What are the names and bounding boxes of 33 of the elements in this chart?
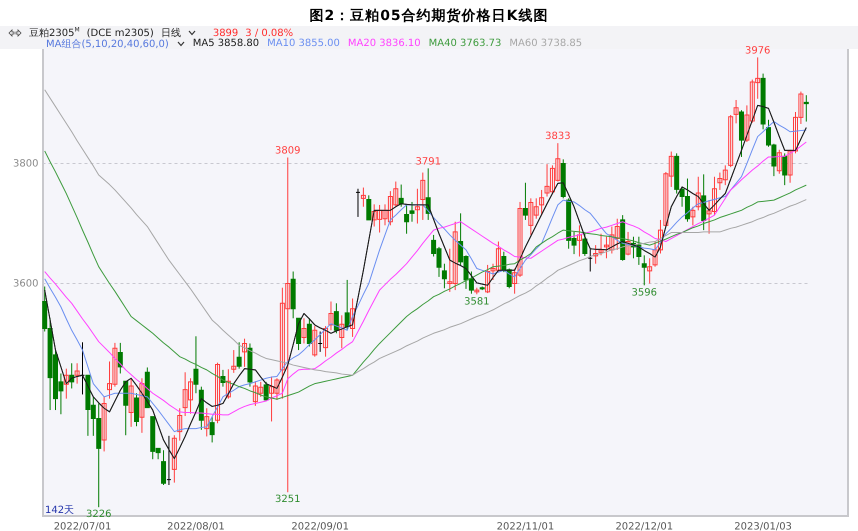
text: 3 / 0.08% xyxy=(245,28,294,38)
line-series xyxy=(44,89,807,376)
candlestick xyxy=(642,255,647,286)
y-tick-label: 3800 xyxy=(13,158,38,170)
x-tick-label: 2022/08/01 xyxy=(167,522,225,531)
annotation: 3833 xyxy=(545,131,571,142)
annotation: 3809 xyxy=(275,146,300,157)
text: MA40 3763.73 xyxy=(428,38,502,49)
text: MA10 3855.00 xyxy=(267,38,340,49)
text: MA5 3858.80 xyxy=(192,38,260,49)
annotation: 3226 xyxy=(86,509,112,520)
x-tick-label: 2022/12/01 xyxy=(615,522,674,531)
annotation: 142天 xyxy=(45,504,74,517)
annotation: 3596 xyxy=(632,287,657,298)
text: (DCE m2305) xyxy=(86,28,154,38)
text: MA60 3738.85 xyxy=(509,38,582,49)
annotation: 3976 xyxy=(744,45,770,56)
annotation: 3581 xyxy=(464,296,490,308)
x-tick-label: 2023/01/03 xyxy=(734,522,792,531)
annotation: MA组合(5,10,20,40,60,0) xyxy=(46,38,169,50)
annotation: 3791 xyxy=(415,156,441,168)
text: 日线 xyxy=(160,26,181,39)
candlestick xyxy=(474,288,480,294)
x-tick-label: 2022/09/01 xyxy=(291,522,349,531)
chart-title: 图2：豆粕05合约期货价格日K线图 xyxy=(308,7,550,25)
text: MA20 3836.10 xyxy=(348,38,421,49)
text: 3899 xyxy=(212,28,238,38)
candlestick xyxy=(480,286,485,290)
y-tick-label: 3600 xyxy=(13,278,38,290)
annotation: 3251 xyxy=(275,494,300,506)
text: 豆粕2305$^{M}$ xyxy=(29,26,80,39)
x-tick-label: 2022/11/01 xyxy=(496,522,554,531)
x-tick-label: 2022/07/01 xyxy=(54,522,112,531)
